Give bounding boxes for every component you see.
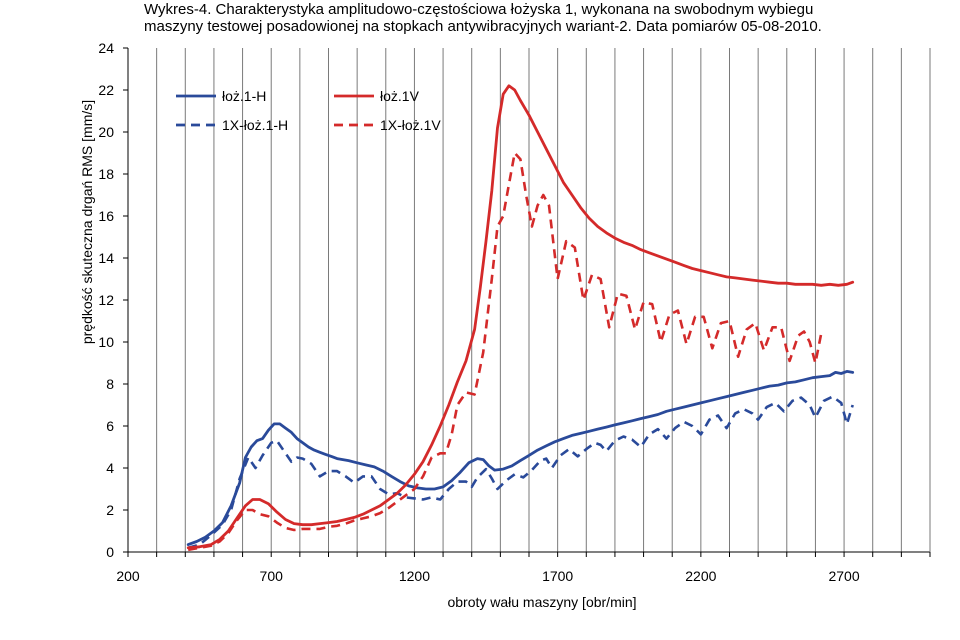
x-tick-label: 2200 xyxy=(685,568,716,584)
series-line-0 xyxy=(186,370,855,546)
y-tick-label: 24 xyxy=(98,40,114,56)
y-tick-label: 16 xyxy=(98,208,114,224)
x-tick-label: 1200 xyxy=(399,568,430,584)
series-line-3 xyxy=(187,151,823,552)
legend-label-1: 1X-łoż.1-H xyxy=(222,117,288,133)
y-tick-label: 6 xyxy=(106,418,114,434)
y-tick-label: 20 xyxy=(98,124,114,140)
x-tick-label: 1700 xyxy=(542,568,573,584)
legend-label-0: łoż.1-H xyxy=(222,88,266,104)
y-tick-label: 14 xyxy=(98,250,114,266)
y-tick-label: 18 xyxy=(98,166,114,182)
y-tick-label: 8 xyxy=(106,376,114,392)
chart-title-line-1: Wykres-4. Charakterystyka amplitudowo-cz… xyxy=(144,1,813,18)
legend-label-2: łoż.1V xyxy=(380,88,420,104)
y-tick-label: 0 xyxy=(106,544,114,560)
legend: łoż.1-H 1X-łoż.1-H łoż.1V 1X-łoż.1V xyxy=(176,88,441,133)
y-tick-label: 22 xyxy=(98,82,114,98)
y-axis-label: prędkość skuteczna drgań RMS [mm/s] xyxy=(79,100,95,344)
series-line-2 xyxy=(186,84,855,550)
y-tick-label: 4 xyxy=(106,460,114,476)
series-line-1 xyxy=(187,395,854,550)
y-tick-label: 10 xyxy=(98,334,114,350)
chart-title-line-2: maszyny testowej posadowionej na stopkac… xyxy=(144,18,822,35)
y-tick-label: 2 xyxy=(106,502,114,518)
y-tick-label: 12 xyxy=(98,292,114,308)
x-axis-label: obroty wału maszyny [obr/min] xyxy=(447,594,636,610)
x-tick-label: 2700 xyxy=(828,568,859,584)
x-tick-label: 700 xyxy=(260,568,284,584)
legend-label-3: 1X-łoż.1V xyxy=(380,117,441,133)
x-tick-label: 200 xyxy=(116,568,140,584)
